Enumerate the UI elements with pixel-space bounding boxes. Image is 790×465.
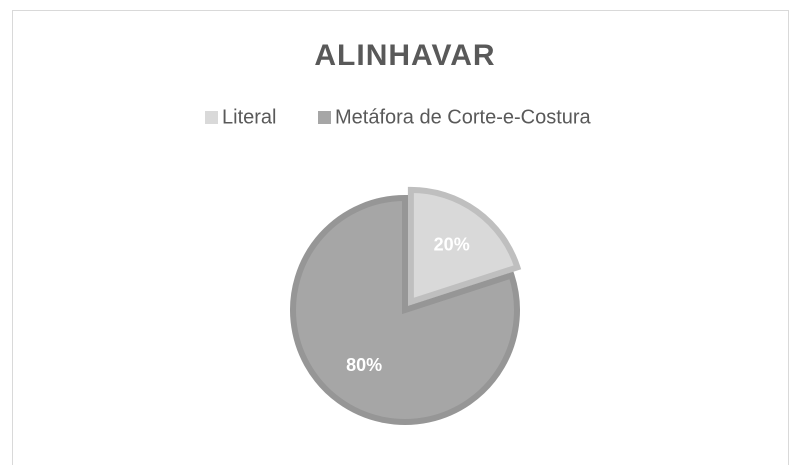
pie-slice	[407, 186, 522, 307]
legend-label: Metáfora de Corte-e-Costura	[335, 106, 592, 128]
data-label: 80%	[346, 355, 382, 375]
legend-swatch	[205, 111, 218, 124]
chart-title: ALINHAVAR	[314, 39, 495, 72]
data-label: 20%	[434, 234, 470, 254]
legend-label: Literal	[222, 106, 276, 128]
legend-swatch	[318, 111, 331, 124]
pie-slice	[290, 194, 520, 425]
